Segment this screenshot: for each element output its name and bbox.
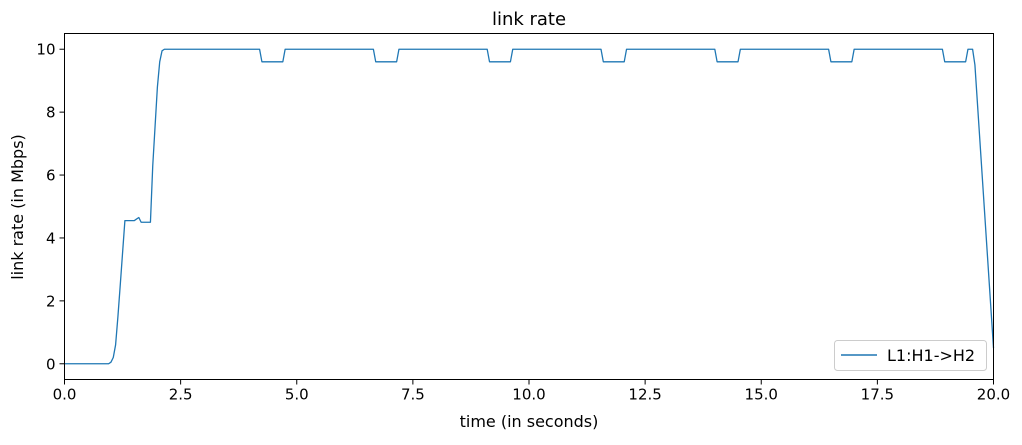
x-tick-label: 17.5: [861, 386, 894, 404]
chart-title: link rate: [492, 9, 566, 30]
x-tick-label: 5.0: [285, 386, 309, 404]
plot-frame: [64, 33, 994, 380]
x-tick-label: 20.0: [977, 386, 1010, 404]
x-tick-label: 12.5: [628, 386, 661, 404]
x-axis: 0.0 2.5 5.0 7.5 10.0 12.5 15.0 17.5 20.0: [53, 379, 1010, 404]
x-tick-label: 10.0: [512, 386, 545, 404]
x-tick-label: 7.5: [401, 386, 425, 404]
y-tick-label: 0: [46, 355, 56, 373]
y-tick-label: 8: [46, 104, 56, 122]
x-tick-label: 2.5: [169, 386, 193, 404]
y-tick-label: 2: [46, 292, 56, 310]
y-tick-label: 6: [46, 167, 56, 185]
y-tick-label: 4: [46, 229, 56, 247]
series-layer: [64, 48, 995, 365]
x-tick-label: 15.0: [745, 386, 778, 404]
legend: L1:H1->H2: [834, 340, 987, 371]
y-axis: 0 2 4 6 8 10: [36, 41, 65, 373]
x-tick-label: 0.0: [53, 386, 77, 404]
legend-box: [834, 340, 987, 371]
y-tick-label: 10: [36, 41, 55, 59]
series-line-0: [64, 48, 995, 365]
legend-label: L1:H1->H2: [887, 346, 975, 365]
x-axis-label: time (in seconds): [460, 412, 599, 431]
y-axis-label: link rate (in Mbps): [8, 134, 27, 280]
